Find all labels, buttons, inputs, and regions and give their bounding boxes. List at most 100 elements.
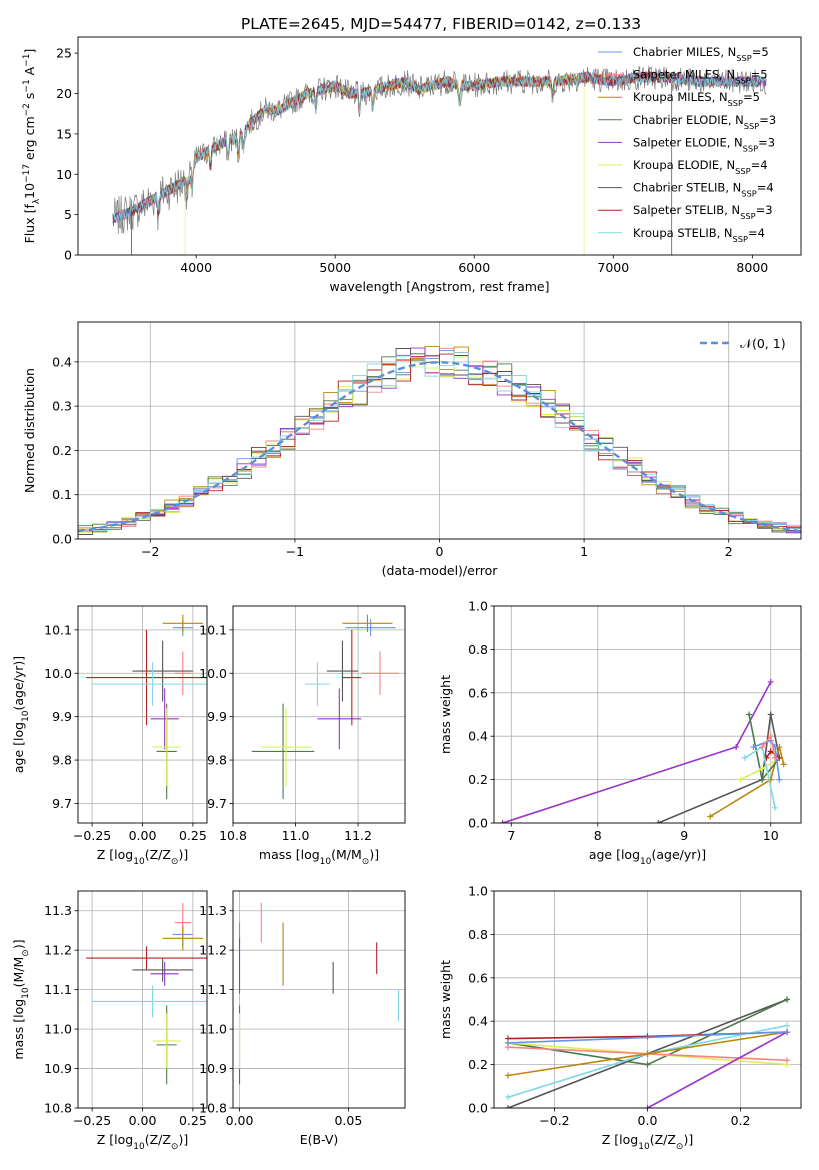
grid [233,891,405,1109]
legend: Chabrier MILES, NSSP=5 Salpeter MILES, NS… [598,45,776,244]
tick-label-y: 15 [56,126,72,141]
x-axis-label: age [log10(age/yr)] [589,847,706,867]
tick-label-y: 9.7 [52,796,72,811]
ticks: −0.25 0.00 0.25 10.8 10.9 11.0 11.1 11.2 11.3 [44,903,207,1128]
tick-label-x: 0.0 [638,1113,658,1128]
plot-area [499,678,787,823]
tick-label-y: 0.0 [468,816,488,831]
legend-entry-salpeter-stelib: Salpeter STELIB, NSSP=3 [633,203,773,221]
grid [78,606,207,823]
tick-label-y: 0.8 [468,927,488,942]
x-axis-label: wavelength [Angstrom, rest frame] [329,279,549,294]
tick-label-x: 1 [580,544,588,559]
x-axis-label: Z [log10(Z/Z⊙)] [97,847,188,867]
tick-label-y: 9.8 [52,753,72,768]
y-axis-label: Flux [fλ10−17 erg cm−2 s−1 A−1] [22,49,42,244]
weight-line-chabrier-stelib [657,714,781,823]
plot-area [251,614,399,800]
tick-label-y: 10.0 [199,666,227,681]
plot-area [86,902,207,1085]
x-axis-label: mass [log10(M/M⊙)] [259,847,379,867]
ticks: −0.25 0.00 0.25 9.7 9.8 9.9 10.0 10.1 [44,622,207,843]
axes-frame [232,890,406,1109]
grid [232,606,405,823]
tick-label-x: −0.2 [539,1113,569,1128]
weight-marker-salpeter-stelib [767,748,774,755]
axes-frame [493,605,802,824]
axes-frame [77,321,802,540]
tick-label-y: 11.1 [199,982,227,997]
tick-label-y: 0.0 [52,532,72,547]
grid [494,890,801,1109]
tick-label-x: 8000 [736,260,768,275]
tick-label-x: −1 [286,544,304,559]
tick-label-x: 0.00 [129,828,157,843]
weight-line-salpeter-elodie [647,1031,788,1108]
weight-marker-kroupa-miles [504,1072,511,1079]
plot-area [504,996,791,1108]
ticks: 0.00 0.05 10.8 10.9 11.0 11.1 11.2 11.3 [199,903,362,1128]
tick-label-y: 0.2 [468,1057,488,1072]
weight-marker-salpeter-miles [784,1057,791,1064]
weight-line-chabrier-miles [507,1031,788,1044]
x-axis-label: Z [log10(Z/Z⊙)] [602,1132,693,1152]
legend-entry-chabrier-miles: Chabrier MILES, NSSP=5 [633,45,769,63]
tick-label-y: 11.1 [44,982,72,997]
spectrum-model-kroupa-elodie [184,73,585,255]
weight-marker-salpeter-elodie [644,1105,651,1108]
tick-label-x: −0.25 [73,1113,111,1128]
weight-marker-chabrier-elodie [746,711,753,718]
age-vs-metallicity-panel: −0.25 0.00 0.25 9.7 9.8 9.9 10.0 10.1 Z [log10(Z… [11,605,208,867]
tick-label-x: 0 [436,544,444,559]
axes-frame [77,605,208,824]
tick-label-x: 6000 [458,260,490,275]
weight-marker-chabrier-miles [750,744,757,751]
mass-weight-vs-age-panel: 7 8 9 10 0.0 0.2 0.4 0.6 0.8 1.0 age [log10(age/yr… [438,599,802,867]
tick-label-y: 0.6 [468,685,488,700]
tick-label-x: −2 [141,544,159,559]
tick-label-y: 10.1 [199,622,227,637]
tick-label-y: 11.2 [199,943,227,958]
tick-label-y: 0.6 [468,970,488,985]
tick-label-x: 10.8 [219,828,247,843]
weight-marker-salpeter-miles [772,754,779,761]
legend-entry-kroupa-elodie: Kroupa ELODIE, NSSP=4 [633,158,768,176]
gaussian-curve [78,361,801,533]
tick-label-y: 9.7 [207,796,227,811]
legend: 𝒩(0, 1) [700,336,786,351]
y-axis-label: mass [log10(M/M⊙)] [11,939,31,1059]
spectrum-panel: 4000 5000 6000 7000 8000 0 5 10 15 20 25 wavelength… [22,36,802,294]
tick-label-x: 10 [763,828,779,843]
weight-marker-kroupa-elodie [759,765,766,772]
plot-area [238,902,400,1085]
tick-label-y: 10.0 [44,666,72,681]
weight-marker-salpeter-elodie [499,820,506,823]
tick-label-x: 7000 [597,260,629,275]
plot-area [112,65,767,255]
axes-frame [77,36,802,256]
y-axis-label: mass weight [438,960,453,1039]
tick-label-y: 11.0 [44,1022,72,1037]
axes-frame [77,890,208,1109]
tick-label-y: 9.9 [52,709,72,724]
tick-label-y: 9.9 [207,709,227,724]
tick-label-y: 11.3 [44,903,72,918]
weight-marker-kroupa-stelib [741,754,748,761]
grid [78,891,207,1109]
tick-label-y: 0.4 [468,729,488,744]
grid [494,605,801,824]
tick-label-y: 20 [56,86,72,101]
tick-label-y: 1.0 [468,599,488,614]
tick-label-x: 0.2 [731,1113,751,1128]
tick-label-y: 11.2 [44,943,72,958]
weight-marker-salpeter-miles [759,744,766,751]
axes-frame [493,890,802,1109]
weight-marker-chabrier-miles [776,776,783,783]
axes-frame [232,605,406,824]
tick-label-y: 0.4 [468,1014,488,1029]
weight-marker-chabrier-stelib [655,820,662,823]
weight-marker-chabrier-miles [504,1039,511,1046]
tick-label-x: 0.05 [334,1113,362,1128]
ticks: −2 −1 0 1 2 0.0 0.1 0.2 0.3 0.4 [52,354,733,559]
tick-label-x: 11.0 [282,828,310,843]
